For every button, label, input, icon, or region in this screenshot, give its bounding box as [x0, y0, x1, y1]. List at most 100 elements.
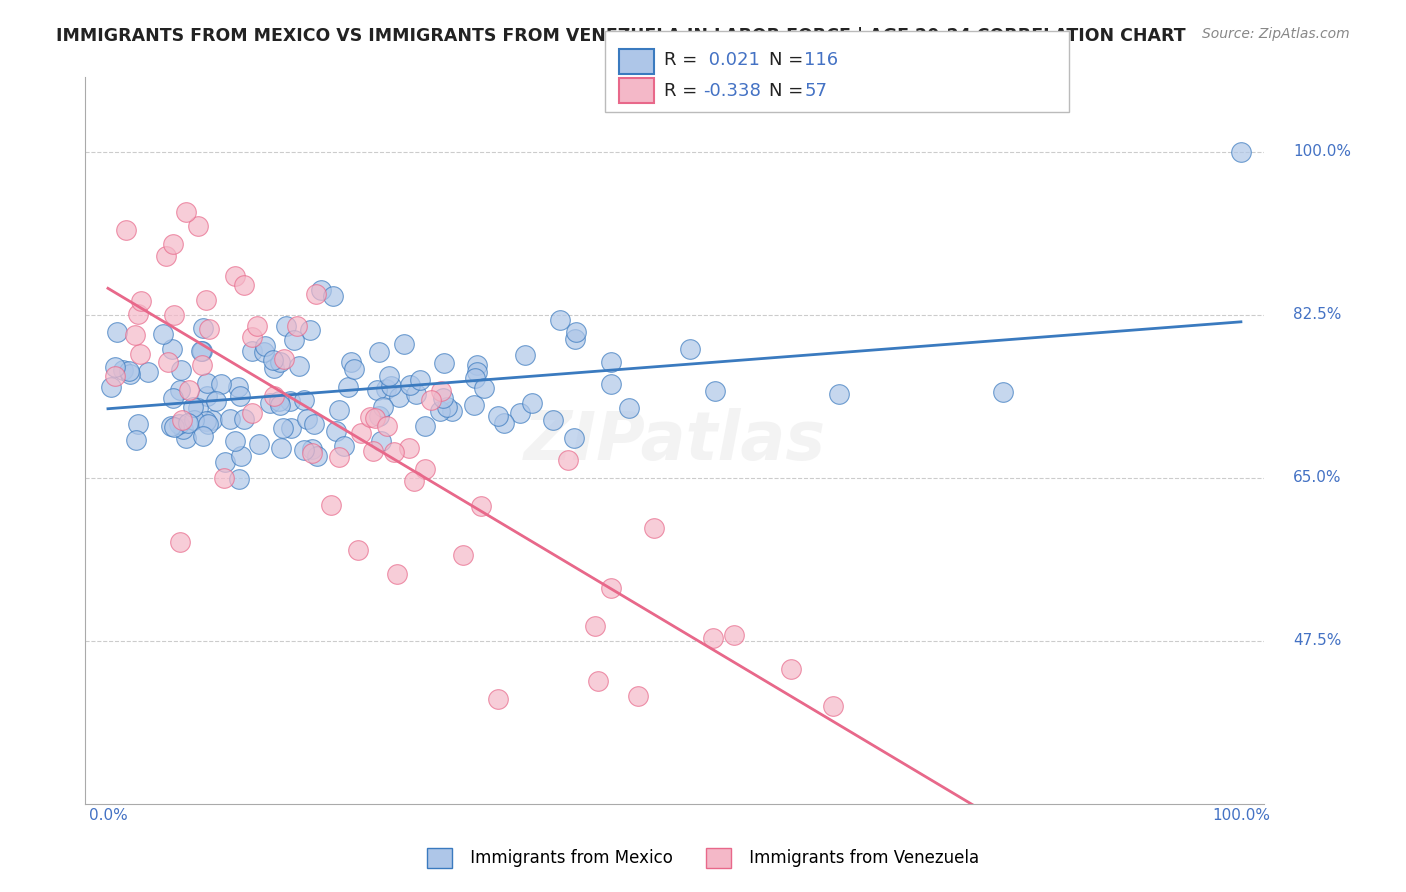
Point	[262, 352, 284, 367]
Point	[191, 358, 214, 372]
Point	[361, 444, 384, 458]
Point	[233, 277, 256, 292]
Point	[228, 472, 250, 486]
Point	[464, 370, 486, 384]
Point	[343, 361, 366, 376]
Text: N =: N =	[769, 51, 808, 69]
Point	[232, 412, 254, 426]
Point	[486, 409, 509, 423]
Point	[305, 287, 328, 301]
Point	[367, 409, 389, 423]
Point	[627, 689, 650, 703]
Point	[328, 450, 350, 464]
Point	[209, 377, 232, 392]
Point	[172, 412, 194, 426]
Point	[224, 269, 246, 284]
Point	[413, 462, 436, 476]
Point	[229, 389, 252, 403]
Point	[398, 378, 420, 392]
Text: IMMIGRANTS FROM MEXICO VS IMMIGRANTS FROM VENEZUELA IN LABOR FORCE | AGE 20-24 C: IMMIGRANTS FROM MEXICO VS IMMIGRANTS FRO…	[56, 27, 1185, 45]
Point	[429, 404, 451, 418]
Point	[259, 396, 281, 410]
Point	[191, 344, 214, 359]
Point	[301, 445, 323, 459]
Point	[193, 320, 215, 334]
Point	[363, 411, 385, 425]
Point	[564, 431, 586, 445]
Point	[181, 400, 204, 414]
Text: R =: R =	[664, 82, 703, 100]
Point	[125, 434, 148, 448]
Point	[269, 394, 291, 409]
Point	[378, 369, 401, 384]
Point	[828, 387, 851, 401]
Point	[305, 450, 328, 464]
Point	[269, 398, 291, 412]
Point	[177, 417, 200, 431]
Point	[370, 434, 392, 448]
Text: 82.5%: 82.5%	[1294, 308, 1341, 322]
Point	[177, 384, 200, 398]
Point	[115, 223, 138, 237]
Point	[247, 437, 270, 451]
Point	[152, 327, 174, 342]
Point	[470, 500, 492, 514]
Point	[169, 383, 191, 397]
Point	[195, 376, 218, 391]
Point	[167, 417, 190, 431]
Point	[169, 535, 191, 549]
Point	[240, 406, 263, 420]
Point	[197, 417, 219, 431]
Point	[465, 359, 488, 373]
Point	[436, 400, 458, 414]
Point	[201, 413, 224, 427]
Point	[280, 420, 302, 434]
Point	[160, 342, 183, 356]
Point	[174, 431, 197, 445]
Point	[295, 411, 318, 425]
Point	[723, 628, 745, 642]
Point	[333, 439, 356, 453]
Point	[136, 366, 159, 380]
Point	[301, 442, 323, 456]
Point	[486, 691, 509, 706]
Point	[299, 322, 322, 336]
Text: 57: 57	[804, 82, 827, 100]
Point	[465, 366, 488, 380]
Point	[263, 389, 285, 403]
Point	[991, 384, 1014, 399]
Point	[583, 618, 606, 632]
Point	[350, 425, 373, 440]
Point	[127, 307, 149, 321]
Point	[246, 318, 269, 333]
Point	[419, 393, 441, 408]
Point	[187, 219, 209, 234]
Text: Source: ZipAtlas.com: Source: ZipAtlas.com	[1202, 27, 1350, 41]
Text: 47.5%: 47.5%	[1294, 633, 1341, 648]
Text: 116: 116	[804, 51, 838, 69]
Point	[273, 352, 295, 367]
Point	[195, 389, 218, 403]
Point	[104, 368, 127, 383]
Point	[112, 363, 135, 377]
Point	[278, 393, 301, 408]
Point	[359, 409, 381, 424]
Point	[162, 237, 184, 252]
Point	[340, 355, 363, 369]
Point	[404, 475, 426, 489]
Point	[368, 345, 391, 359]
Point	[328, 403, 350, 417]
Point	[322, 288, 344, 302]
Text: N =: N =	[769, 82, 808, 100]
Point	[557, 452, 579, 467]
Point	[703, 384, 725, 398]
Point	[163, 420, 186, 434]
Point	[104, 359, 127, 374]
Point	[285, 318, 308, 333]
Point	[163, 308, 186, 322]
Point	[162, 392, 184, 406]
Point	[413, 419, 436, 434]
Point	[520, 396, 543, 410]
Point	[173, 422, 195, 436]
Text: -0.338: -0.338	[703, 82, 761, 100]
